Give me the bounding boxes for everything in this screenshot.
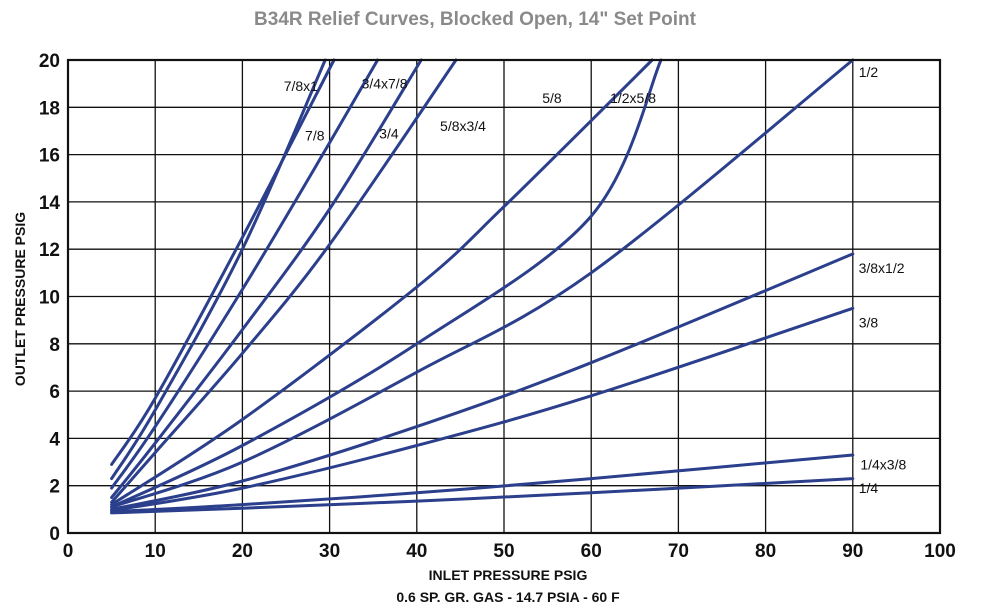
curve-labels: 7/8x1 7/8 3/4x7/8 3/4 5/8x3/4 5/8 1/2x5/8 1/2 3/… [284, 64, 907, 496]
curve-label: 3/8x1/2 [859, 260, 905, 276]
plot-frame [66, 58, 942, 535]
x-tick-label: 30 [319, 541, 340, 562]
x-tick-label: 0 [63, 541, 74, 562]
curve-7-8 [110, 58, 327, 481]
grid-lines [67, 59, 941, 534]
y-tick-label: 4 [49, 429, 60, 450]
relief-curves [110, 58, 855, 515]
curve-label: 3/4 [379, 125, 399, 141]
chart-title: B34R Relief Curves, Blocked Open, 14" Se… [254, 9, 697, 30]
x-axis-sublabel: 0.6 SP. GR. GAS - 14.7 PSIA - 60 F [396, 589, 620, 605]
y-tick-label: 16 [39, 146, 60, 167]
x-tick-label: 100 [924, 541, 956, 562]
curve-label: 3/4x7/8 [362, 76, 408, 92]
x-axis-label: INLET PRESSURE PSIG [429, 567, 588, 583]
x-tick-label: 10 [145, 541, 166, 562]
curve-label: 1/2x5/8 [610, 90, 656, 106]
x-tick-label: 60 [581, 541, 602, 562]
curve-1-2x5-8 [110, 58, 663, 509]
y-tick-label: 12 [39, 240, 60, 261]
curve-3-4x7-8 [110, 58, 380, 490]
curve-3-4 [110, 58, 423, 499]
curve-5-8 [110, 58, 654, 507]
curve-label: 7/8 [305, 128, 325, 144]
curve-1-4x3-8 [110, 453, 855, 514]
y-tick-label: 18 [39, 98, 60, 119]
curve-label: 5/8x3/4 [440, 118, 486, 134]
x-tick-label: 70 [668, 541, 689, 562]
y-tick-label: 6 [49, 382, 60, 403]
y-tick-label: 10 [39, 288, 60, 309]
curve-label: 3/8 [859, 315, 879, 331]
y-tick-label: 2 [49, 477, 60, 498]
curve-3-8 [110, 306, 855, 512]
x-tick-label: 40 [406, 541, 427, 562]
y-tick-label: 14 [39, 193, 61, 214]
curve-7-8x1 [110, 58, 336, 466]
curve-label: 7/8x1 [284, 78, 318, 94]
curve-3-8x1-2 [110, 252, 855, 511]
y-tick-label: 0 [49, 524, 60, 545]
curve-label: 1/4x3/8 [860, 456, 906, 472]
y-axis-label: OUTLET PRESSURE PSIG [12, 212, 28, 386]
x-tick-label: 80 [755, 541, 776, 562]
curve-label: 1/4 [859, 480, 879, 496]
y-tick-labels: 0 2 4 6 8 10 12 14 16 18 20 [39, 51, 61, 545]
x-tick-label: 50 [493, 541, 514, 562]
y-tick-label: 8 [49, 335, 60, 356]
curve-1-4 [110, 477, 855, 515]
curve-1-2 [110, 58, 855, 509]
curve-label: 5/8 [542, 90, 562, 106]
x-tick-labels: 0 10 20 30 40 50 60 70 80 90 100 [63, 541, 956, 562]
curve-5-8x3-4 [110, 58, 458, 504]
curve-label: 1/2 [859, 64, 879, 80]
x-tick-label: 90 [842, 541, 863, 562]
y-tick-label: 20 [39, 51, 60, 72]
x-tick-label: 20 [232, 541, 253, 562]
